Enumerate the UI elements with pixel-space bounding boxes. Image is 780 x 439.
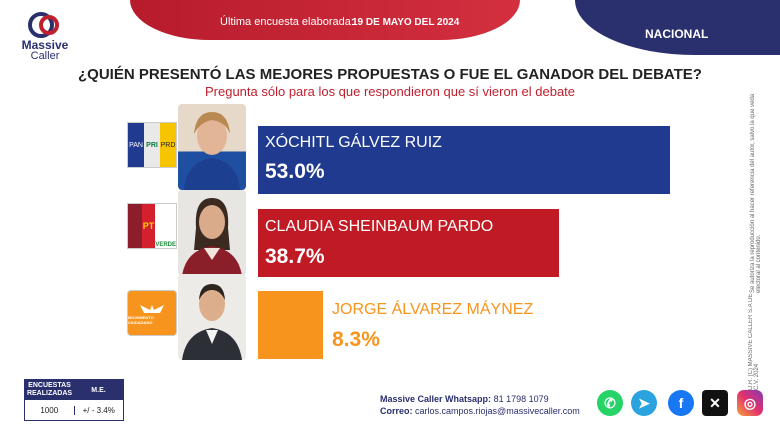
email-label: Correo:: [380, 406, 413, 416]
candidate-photo-claudia: [178, 190, 246, 276]
bar-xochitl: [258, 126, 670, 194]
pan-logo: PAN: [128, 123, 144, 167]
value-label-jorge: 8.3%: [332, 328, 380, 351]
pri-logo: PRI: [144, 123, 160, 167]
candidate-name-xochitl: XÓCHITL GÁLVEZ RUIZ: [265, 134, 442, 151]
massive-caller-logo-icon: [28, 12, 59, 38]
mc-logo-text: MOVIMIENTO CIUDADANO: [128, 315, 154, 325]
party-logos-pan-pri-prd: PAN PRI PRD: [127, 122, 177, 168]
verde-logo: VERDE: [155, 204, 177, 248]
email-contact: Correo: carlos.campos.riojas@massivecall…: [380, 406, 580, 416]
candidate-photo-jorge: [178, 274, 246, 360]
logo-line2: Caller: [30, 50, 60, 62]
party-logo-movimiento-ciudadano: MOVIMIENTO CIUDADANO: [127, 290, 177, 336]
sample-size-header: ENCUESTAS REALIZADAS: [26, 382, 73, 397]
whatsapp-number: 81 1798 1079: [493, 394, 549, 404]
header-red-band: [130, 0, 520, 40]
sample-table-header: ENCUESTAS REALIZADAS M.E.: [25, 380, 123, 400]
telegram-icon[interactable]: ➤: [631, 390, 657, 416]
logo-line1: Massive: [21, 38, 69, 52]
eagle-icon: [140, 305, 164, 313]
legal-note-line1: D.R. (C) MASSIVE CALLER S.A DE C.V. 2024: [748, 293, 760, 390]
prd-logo: PRD: [160, 123, 176, 167]
legal-note: D.R. (C) MASSIVE CALLER S.A DE C.V. 2024…: [748, 90, 762, 390]
party-logos-morena-pt-verde: PT VERDE: [127, 203, 177, 249]
whatsapp-icon[interactable]: ✆: [597, 390, 623, 416]
scope-label: NACIONAL: [645, 27, 709, 41]
email-address[interactable]: carlos.campos.riojas@massivecaller.com: [415, 406, 580, 416]
whatsapp-label: Massive Caller Whatsapp:: [380, 394, 492, 404]
legal-note-line2: Se autoriza la reproducción al hacer ref…: [750, 93, 762, 293]
instagram-icon[interactable]: ◎: [737, 390, 763, 416]
candidate-photo-xochitl: [178, 104, 246, 190]
x-icon[interactable]: ✕: [702, 390, 728, 416]
value-label-claudia: 38.7%: [265, 245, 325, 268]
pt-logo: PT: [141, 204, 156, 248]
candidate-name-jorge: JORGE ÁLVAREZ MÁYNEZ: [332, 301, 534, 318]
logo-text: Massive Caller: [20, 38, 70, 62]
sample-size-value: 1000: [40, 405, 59, 415]
value-label-xochitl: 53.0%: [265, 160, 325, 183]
bar-claudia: [258, 209, 559, 277]
survey-label: Última encuesta elaborada:: [220, 16, 354, 28]
chart-title: ¿QUIÉN PRESENTÓ LAS MEJORES PROPUESTAS O…: [78, 66, 702, 83]
sample-table: ENCUESTAS REALIZADAS M.E. 1000 +/ - 3.4%: [24, 379, 124, 421]
bar-jorge: [258, 291, 323, 359]
candidate-name-claudia: CLAUDIA SHEINBAUM PARDO: [265, 218, 494, 235]
margin-error-header: M.E.: [91, 386, 106, 394]
morena-logo: [128, 204, 142, 248]
chart-subtitle: Pregunta sólo para los que respondieron …: [204, 84, 576, 99]
sample-table-row: 1000 +/ - 3.4%: [25, 400, 123, 420]
survey-date: 19 DE MAYO DEL 2024: [352, 17, 460, 28]
facebook-icon[interactable]: f: [668, 390, 694, 416]
margin-error-value: +/ - 3.4%: [73, 405, 124, 415]
whatsapp-contact: Massive Caller Whatsapp: 81 1798 1079: [380, 394, 549, 404]
